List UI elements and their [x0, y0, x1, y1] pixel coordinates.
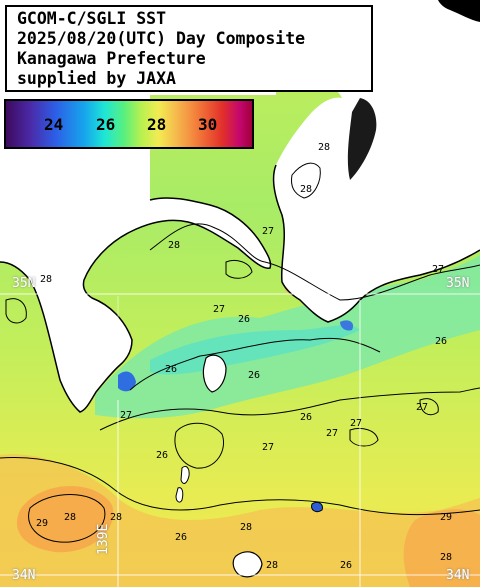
contour-label: 27 [262, 226, 274, 237]
header-region: Kanagawa Prefecture [17, 49, 206, 68]
contour-eddy-1 [174, 422, 224, 469]
contour-label: 27 [326, 428, 338, 439]
contour-label: 26 [435, 336, 447, 347]
contour-label: 28 [168, 240, 180, 251]
contour-label: 26 [248, 370, 260, 381]
contour-label: 27 [262, 442, 274, 453]
cool-water-core [150, 325, 360, 375]
miyake-island [232, 551, 263, 578]
contour-label: 28 [300, 184, 312, 195]
toshima-island [180, 465, 190, 484]
contour-east-1 [349, 427, 379, 447]
header-sensor: GCOM-C/SGLI SST [17, 9, 167, 28]
colorbar-tick: 30 [198, 115, 218, 134]
cold-spot-east [340, 320, 354, 331]
contour-label: 27 [120, 410, 132, 421]
contour-27-mid [99, 387, 480, 431]
contour-label: 28 [64, 512, 76, 523]
contour-label: 28 [440, 552, 452, 563]
warm-eddy [16, 486, 114, 553]
boso-peninsula [347, 98, 377, 180]
contour-label: 28 [240, 522, 252, 533]
lat-label-35n-right: 35N [446, 276, 470, 291]
colorbar-tick: 24 [44, 115, 64, 134]
contour-east-2 [419, 398, 439, 416]
header-date: 2025/08/20(UTC) Day Composite [17, 29, 306, 48]
lat-label-34n-left: 34N [12, 568, 36, 583]
coastline-bay [272, 164, 480, 323]
contour-28-south [0, 457, 480, 516]
contour-29 [28, 494, 106, 543]
contour-label: 28 [40, 274, 52, 285]
contour-label: 27 [432, 264, 444, 275]
contour-west [5, 298, 27, 324]
header-credit: supplied by JAXA [17, 69, 176, 88]
contour-eddy-2 [225, 259, 253, 279]
oshima-island [202, 354, 227, 393]
contour-label: 26 [165, 364, 177, 375]
lat-label-35n-left: 35N [12, 276, 36, 291]
contour-label: 27 [213, 304, 225, 315]
contour-label: 29 [440, 512, 452, 523]
contour-label: 28 [266, 560, 278, 571]
top-right-land [438, 0, 480, 22]
info-header: GCOM-C/SGLI SST 2025/08/20(UTC) Day Comp… [5, 5, 373, 92]
contour-labels: 28 28 27 27 26 28 26 27 27 26 27 28 26 2… [36, 142, 452, 571]
cold-spot-west [118, 371, 136, 392]
contour-label: 26 [238, 314, 250, 325]
lon-label-139e: 139E [96, 523, 111, 555]
contour-label: 29 [36, 518, 48, 529]
contour-label: 28 [318, 142, 330, 153]
contour-label: 27 [350, 418, 362, 429]
contour-label: 26 [156, 450, 168, 461]
sst-colorbar: 24 26 28 30 [4, 99, 254, 149]
contour-27-north [149, 223, 480, 301]
colorbar-tick: 26 [96, 115, 116, 134]
niijima-island [175, 487, 184, 503]
contour-label: 27 [416, 402, 428, 413]
contour-label: 28 [110, 512, 122, 523]
islet-1 [311, 501, 323, 513]
colorbar-tick: 28 [147, 115, 167, 134]
coastline-main [0, 197, 272, 413]
contour-26 [129, 337, 381, 391]
contour-label: 26 [340, 560, 352, 571]
lat-label-34n-right: 34N [446, 568, 470, 583]
contour-label: 26 [175, 532, 187, 543]
contour-bay [291, 162, 321, 199]
contour-label: 26 [300, 412, 312, 423]
warm-patch-se [403, 509, 480, 587]
